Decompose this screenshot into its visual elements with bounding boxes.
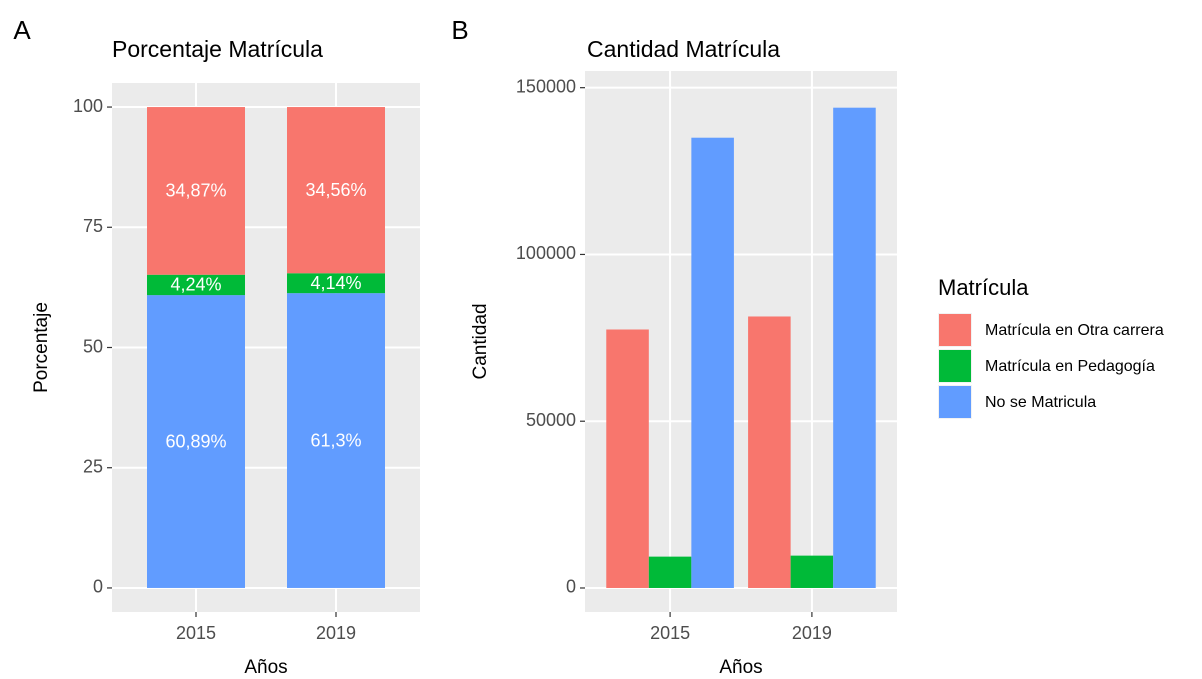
x-tick-label: 2015 [650, 623, 690, 643]
chart-title: Porcentaje Matrícula [112, 36, 323, 62]
y-tick-label: 25 [83, 456, 103, 476]
y-tick-label: 0 [566, 577, 576, 597]
y-axis-title: Cantidad [470, 303, 491, 379]
bar [833, 107, 876, 588]
legend-label: Matrícula en Otra carrera [985, 322, 1164, 339]
value-label: 4,24% [170, 275, 221, 295]
legend-swatch [939, 386, 971, 418]
y-tick-label: 50 [83, 336, 103, 356]
x-tick-label: 2019 [316, 623, 356, 643]
y-tick-label: 50000 [526, 410, 576, 430]
panel-tag: B [451, 15, 468, 45]
bar-segment [147, 274, 245, 296]
x-tick-label: 2019 [792, 623, 832, 643]
bar [790, 555, 834, 588]
bar-segment [287, 273, 385, 294]
legend-label: No se Matricula [985, 394, 1096, 411]
bar-segment [147, 107, 245, 275]
legend-swatch [939, 350, 971, 382]
value-label: 61,3% [310, 430, 361, 450]
y-tick-label: 0 [93, 577, 103, 597]
y-axis-title: Porcentaje [31, 302, 52, 393]
value-label: 4,14% [310, 273, 361, 293]
y-tick-label: 100 [73, 96, 103, 116]
x-tick-label: 2015 [176, 623, 216, 643]
y-tick-label: 100000 [516, 243, 576, 263]
bar-segment [287, 293, 385, 588]
y-tick-label: 150000 [516, 76, 576, 96]
chart-title: Cantidad Matrícula [587, 36, 780, 62]
y-tick-label: 75 [83, 216, 103, 236]
bar [691, 137, 734, 588]
bar-segment [287, 107, 385, 274]
bar [606, 329, 649, 588]
value-label: 34,87% [165, 181, 226, 201]
x-axis-title: Años [719, 657, 762, 678]
bar-segment [147, 295, 245, 588]
value-label: 60,89% [165, 431, 226, 451]
panel-tag: A [13, 15, 31, 45]
legend-swatch [939, 314, 971, 346]
bar [748, 316, 791, 588]
legend-title: Matrícula [938, 275, 1029, 300]
x-axis-title: Años [244, 657, 287, 678]
bar [648, 556, 692, 588]
value-label: 34,56% [305, 180, 366, 200]
legend-label: Matrícula en Pedagogía [985, 358, 1155, 375]
